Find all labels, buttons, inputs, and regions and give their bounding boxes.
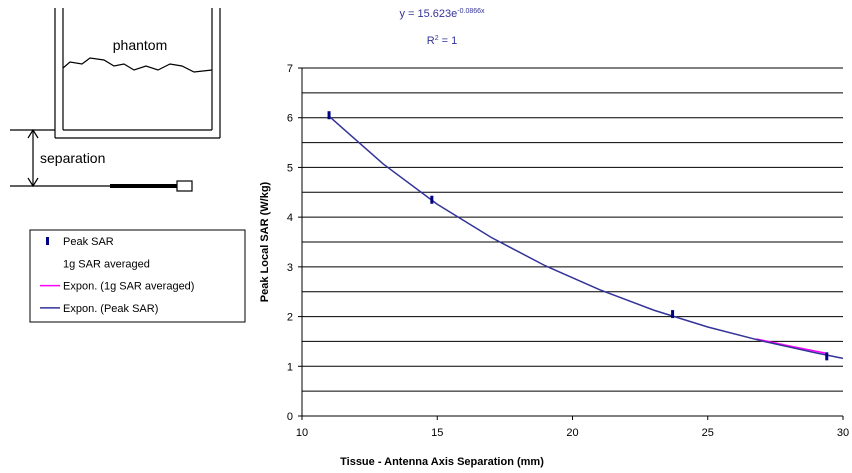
phantom-label: phantom bbox=[113, 37, 167, 53]
y-tick-label: 7 bbox=[287, 63, 293, 75]
equation: y = 15.623e bbox=[399, 8, 457, 20]
y-tick-label: 6 bbox=[287, 113, 293, 125]
r-value: = 1 bbox=[439, 35, 458, 47]
y-tick-label: 0 bbox=[287, 411, 293, 423]
y-tick-label: 3 bbox=[287, 262, 293, 274]
trend-equation: y = 15.623e-0.0866x bbox=[399, 8, 485, 20]
data-point bbox=[327, 111, 331, 120]
x-axis-title: Tissue - Antenna Axis Separation (mm) bbox=[340, 456, 544, 468]
y-axis-title: Peak Local SAR (W/kg) bbox=[259, 181, 271, 302]
legend-label: 1g SAR averaged bbox=[63, 258, 150, 270]
x-tick-label: 20 bbox=[566, 427, 578, 439]
legend-box bbox=[29, 229, 246, 323]
x-tick-label: 30 bbox=[837, 427, 849, 439]
y-tick-label: 4 bbox=[287, 212, 293, 224]
x-tick-label: 25 bbox=[702, 427, 714, 439]
phantom-diagram bbox=[10, 8, 221, 192]
legend-swatch bbox=[46, 237, 49, 245]
data-point bbox=[671, 310, 675, 319]
y-tick-label: 1 bbox=[287, 361, 293, 373]
x-tick-label: 10 bbox=[296, 427, 308, 439]
r-squared: R2 = 1 bbox=[427, 35, 458, 47]
x-tick-label: 15 bbox=[431, 427, 443, 439]
trend-line bbox=[756, 338, 827, 355]
r-symbol: R bbox=[427, 35, 435, 47]
y-tick-label: 5 bbox=[287, 162, 293, 174]
data-point bbox=[430, 195, 434, 204]
y-tick-label: 2 bbox=[287, 312, 293, 324]
legend-label: Expon. (Peak SAR) bbox=[63, 303, 158, 315]
separation-label: separation bbox=[40, 150, 105, 166]
data-point bbox=[825, 352, 829, 361]
legend-label: Peak SAR bbox=[63, 236, 114, 248]
legend-label: Expon. (1g SAR averaged) bbox=[63, 281, 194, 293]
r-power: 2 bbox=[435, 35, 439, 42]
equation-exponent: -0.0866x bbox=[457, 8, 485, 15]
trend-line bbox=[328, 115, 844, 360]
